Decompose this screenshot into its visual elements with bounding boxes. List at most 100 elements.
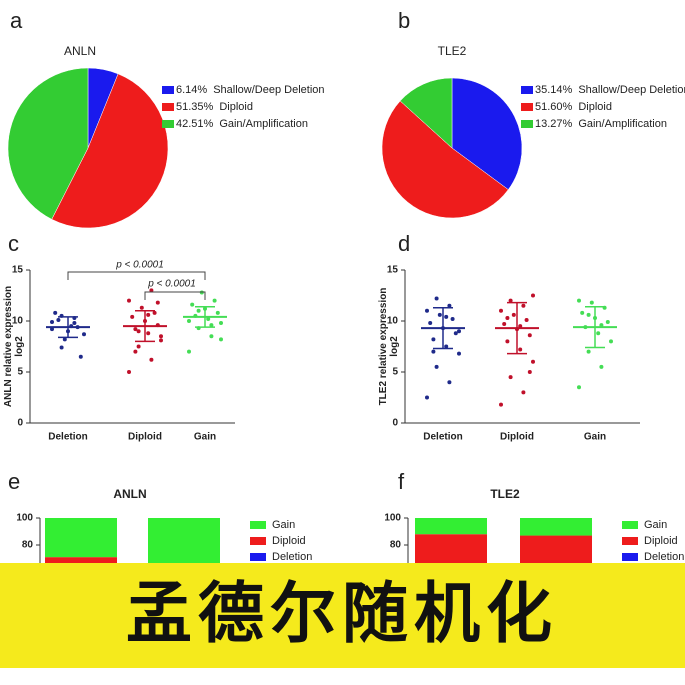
data-point [447,380,452,385]
y-tick-label: 100 [16,513,33,524]
y-tick-label: 100 [384,513,401,524]
data-point [206,316,211,321]
data-point [127,298,131,303]
data-point [508,375,513,380]
legend-swatch [162,103,174,111]
annotation: p < 0.0001 [115,260,164,271]
legend-label: Diploid [578,101,612,113]
data-point [511,312,516,317]
data-point [609,339,613,344]
data-point [599,323,604,328]
data-point [499,402,503,407]
y-tick-label: 15 [387,265,399,276]
legend-swatch [622,521,638,529]
data-point [219,321,223,326]
data-point [527,370,532,374]
legend-value: 51.60% [535,101,573,113]
data-point [444,344,449,349]
chart-title: ANLN [113,487,146,501]
data-point [425,395,429,400]
y-tick-label: 5 [392,367,398,378]
legend-swatch [622,553,638,561]
panel-label: e [8,469,20,494]
data-point [586,349,591,354]
data-point [434,296,439,301]
pie-slice [51,73,169,229]
panel-label: c [8,231,19,256]
data-point [425,308,429,313]
data-point [133,349,138,354]
data-point [527,333,532,338]
legend-swatch [250,553,266,561]
pie-slice [7,67,89,220]
data-point [508,298,513,303]
data-point [447,303,452,308]
data-point [136,329,141,334]
data-point [159,338,163,343]
chart-title: ANLN [64,44,96,58]
data-point [133,327,138,332]
data-point [499,308,503,313]
data-point [580,310,585,315]
annotation: p < 0.0001 [147,279,196,290]
data-point [428,321,433,326]
y-tick-label: 10 [12,316,24,327]
y-tick-label: 80 [390,540,402,551]
data-point [450,316,455,321]
x-tick-label: Diploid [128,432,162,443]
significance-bracket [144,291,206,300]
y-axis-label-line: log2 [389,336,400,357]
data-point [589,300,594,305]
data-point [209,323,214,328]
data-point [505,339,510,344]
data-point [146,331,151,336]
legend-label: Shallow/Deep Deletion [213,84,324,96]
data-point [50,327,54,332]
chart-title: TLE2 [490,487,520,501]
legend-value: 42.51% [176,118,214,130]
data-point [149,288,154,293]
data-point [596,331,601,336]
legend-swatch [162,86,174,94]
bar-segment [520,518,592,536]
y-axis-label-line: ANLN relative expression [3,286,14,407]
legend-entry: 42.51% Gain/Amplification [176,118,308,130]
data-point [434,364,439,369]
panel-label: f [398,469,405,494]
legend-label: Shallow/Deep Deletion [578,84,685,96]
panel-label: d [398,231,410,256]
data-point [605,320,610,325]
data-point [577,298,581,303]
legend-entry: 51.60% Diploid [535,101,612,113]
bar-segment [45,518,117,558]
legend-swatch [622,537,638,545]
data-point [457,329,461,334]
data-point [444,314,449,319]
legend-entry: 51.35% Diploid [176,101,253,113]
legend-label: Deletion [644,551,684,563]
legend-swatch [250,521,266,529]
data-point [212,298,217,303]
legend-label: Diploid [219,101,253,113]
legend-label: Diploid [272,535,306,547]
legend-value: 51.35% [176,101,214,113]
panel-label: a [10,8,23,33]
y-axis-label: ANLN relative expressionlog2 [3,286,25,407]
data-point [531,293,535,298]
y-tick-label: 5 [17,367,23,378]
data-point [586,312,591,317]
pie-slice [451,77,523,190]
data-point [190,302,195,307]
banner-text: 孟德尔随机化 [126,575,558,652]
legend-entry: 6.14% Shallow/Deep Deletion [176,84,325,96]
data-point [187,319,191,323]
panel-label: b [398,8,410,33]
legend-label: Gain/Amplification [578,118,667,130]
data-point [577,385,581,390]
data-point [524,317,529,322]
y-tick-label: 80 [22,540,34,551]
pie-slice [399,77,453,149]
data-point [599,364,604,369]
data-point [152,310,157,315]
